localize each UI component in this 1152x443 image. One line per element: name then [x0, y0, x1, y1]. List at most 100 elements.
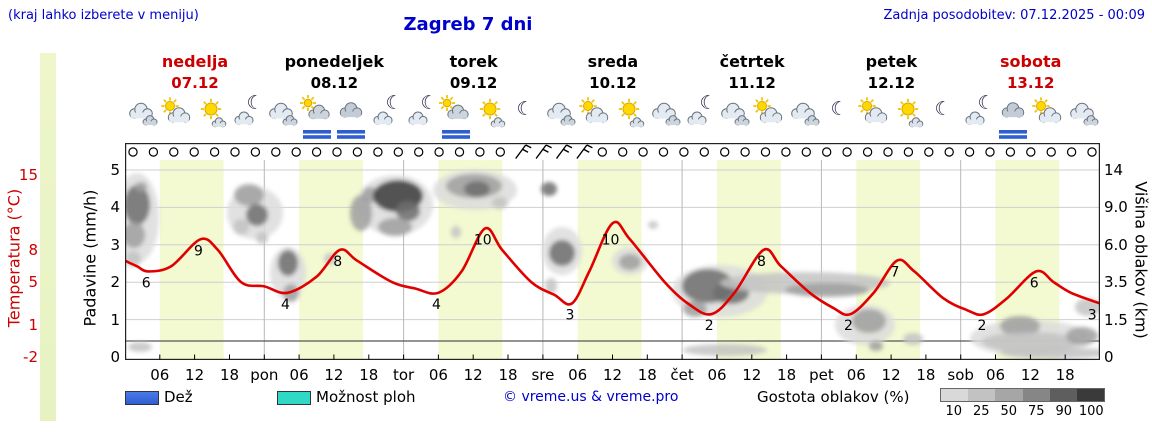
temperature-value-label: 7 — [890, 265, 899, 281]
last-update-text: Zadnja posodobitev: 07.12.2025 - 00:09 — [883, 8, 1145, 23]
temperature-value-label: 2 — [705, 318, 714, 334]
svg-text:☾: ☾ — [517, 98, 534, 120]
calm-wind-icon — [1026, 147, 1036, 157]
weather-icon-cloud — [651, 102, 681, 126]
cloud-density-scale — [940, 388, 1105, 402]
calm-wind-icon — [1066, 147, 1077, 157]
showers-legend-swatch — [277, 391, 311, 405]
x-hour-label: 06 — [150, 366, 170, 384]
calm-wind-icon — [189, 147, 199, 157]
calm-wind-icon — [495, 147, 505, 157]
weather-icon-sun-cloud — [479, 98, 505, 128]
weather-icon-cloud — [791, 102, 820, 126]
precip-axis-tick: 1 — [110, 310, 120, 329]
calm-wind-icon — [475, 147, 485, 157]
daylight-bands — [159, 160, 1060, 359]
svg-text:☾: ☾ — [830, 98, 847, 120]
x-hour-label: 12 — [463, 366, 483, 384]
temperature-value-label: 10 — [474, 233, 492, 249]
calm-wind-icon — [985, 147, 995, 157]
weather-icon-moon: ☾ — [935, 98, 952, 120]
x-hour-label: 12 — [602, 366, 623, 384]
temperature-value-label: 4 — [281, 297, 290, 313]
weather-icon-sun-cloud — [618, 98, 645, 128]
weather-icon-moon-cloud: ☾ — [686, 92, 716, 125]
day-date: 09.12 — [449, 74, 498, 92]
precip-axis-tick: 4 — [110, 198, 120, 217]
cloud-density-scale-value: 10 — [945, 404, 963, 419]
temperature-value-label: 8 — [757, 254, 766, 270]
calm-wind-icon — [862, 147, 873, 157]
calm-wind-icon — [434, 147, 444, 157]
day-date: 10.12 — [589, 74, 637, 92]
cloud-density-scale-segment — [995, 389, 1023, 401]
x-hour-label: 12 — [1020, 366, 1040, 384]
calm-wind-icon — [699, 147, 710, 157]
x-hour-label: 06 — [985, 366, 1006, 384]
rain-legend-label: Dež — [164, 388, 193, 406]
weather-icon-cloud-sun — [1031, 97, 1061, 123]
cloud-height-tick: 3.5 — [1104, 273, 1128, 292]
calm-wind-icon — [250, 147, 261, 157]
x-day-label: sob — [947, 366, 974, 384]
calm-wind-icon — [944, 147, 954, 157]
temp-axis-tick: 1 — [28, 315, 38, 334]
day-header: sobota 13.12 — [961, 52, 1101, 92]
calm-wind-icon — [169, 147, 179, 157]
x-hour-label: 12 — [742, 366, 762, 384]
temperature-value-label: 6 — [142, 275, 151, 291]
calm-wind-icon — [903, 147, 914, 157]
temperature-color-strip — [40, 53, 56, 421]
calm-wind-icon — [842, 147, 852, 157]
wind-barb-icon — [535, 144, 552, 159]
calm-wind-icon — [883, 147, 893, 157]
cloud-height-tick: 14 — [1104, 161, 1124, 179]
wind-barb-icon — [555, 144, 573, 159]
x-hour-label: 12 — [324, 366, 344, 384]
calm-wind-icon — [658, 147, 669, 157]
calm-wind-icon — [393, 147, 403, 157]
calm-wind-icon — [618, 147, 628, 157]
copyright-link[interactable]: © vreme.us & vreme.pro — [503, 389, 679, 405]
calm-wind-icon — [209, 147, 220, 157]
weather-icon-cloud — [268, 102, 298, 126]
calm-wind-icon — [128, 147, 138, 157]
temperature-value-label: 2 — [977, 318, 986, 334]
cloud-density-scale-segment — [1076, 389, 1105, 401]
weather-icon-cloud-sun-rain — [299, 95, 331, 139]
x-hour-label: 06 — [568, 366, 588, 384]
calm-wind-icon — [352, 147, 363, 157]
cloud-density-scale-segment — [1049, 389, 1077, 401]
svg-text:☾: ☾ — [935, 98, 952, 120]
calm-wind-icon — [291, 147, 301, 157]
day-name: ponedeljek — [284, 52, 385, 71]
daylight-band — [159, 160, 224, 359]
temperature-value-label: 2 — [844, 318, 853, 334]
day-date: 12.12 — [867, 74, 916, 92]
calm-wind-icon — [1046, 147, 1056, 157]
day-date: 08.12 — [310, 74, 359, 92]
calm-wind-icon — [740, 147, 750, 157]
weather-icon-moon-cloud: ☾ — [373, 92, 403, 125]
weather-icon-sun-cloud — [897, 98, 923, 128]
gridlines — [125, 160, 1100, 359]
calm-wind-icon — [597, 147, 607, 157]
weather-icon-cloud-rain — [337, 102, 366, 139]
wind-barb-icon — [576, 144, 593, 159]
day-header: četrtek 11.12 — [682, 52, 822, 92]
x-hour-label: 12 — [185, 366, 205, 384]
x-hour-label: 18 — [916, 366, 936, 384]
x-hour-label: 18 — [1055, 366, 1075, 384]
showers-legend-label: Možnost ploh — [316, 388, 416, 406]
calm-wind-icon — [638, 147, 648, 157]
cloud-density-scale-value: 75 — [1028, 404, 1045, 419]
weather-icon-cloud-sun — [161, 97, 191, 123]
calm-wind-icon — [1005, 147, 1016, 157]
cloud-density-scale-value: 50 — [1000, 404, 1018, 419]
location-hint: (kraj lahko izberete v meniju) — [8, 8, 199, 23]
x-day-label: tor — [392, 366, 415, 384]
x-day-label: pon — [250, 366, 279, 384]
calm-wind-icon — [924, 147, 934, 157]
bottom-hour-ticks — [159, 354, 1066, 360]
x-hour-label: 18 — [777, 366, 797, 384]
